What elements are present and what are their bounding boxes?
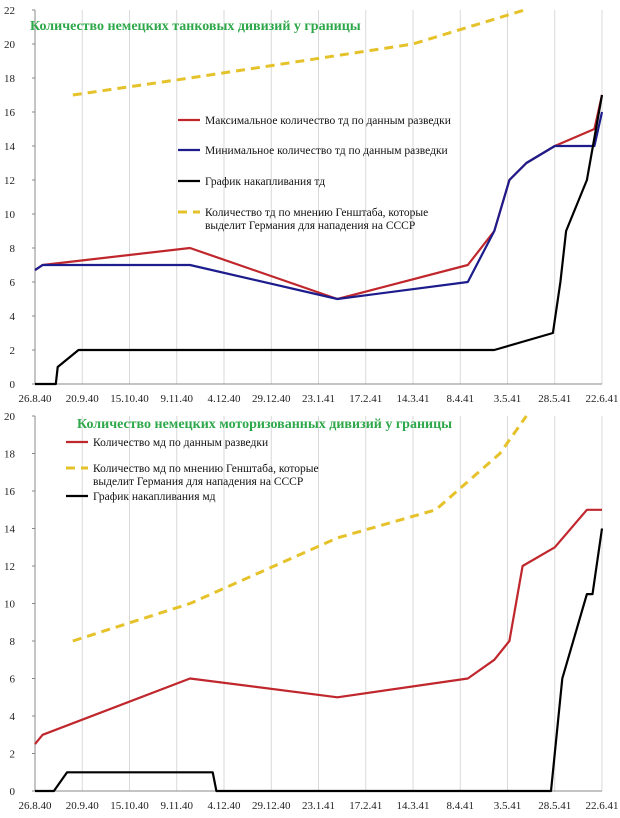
x-tick-label: 22.6.41 xyxy=(586,393,619,405)
x-tick-label: 8.4.41 xyxy=(447,393,475,405)
y-tick-label: 0 xyxy=(10,379,16,391)
x-tick-label: 26.8.40 xyxy=(19,800,53,812)
y-tick-label: 16 xyxy=(4,486,16,498)
y-tick-label: 22 xyxy=(4,5,15,17)
x-tick-label: 9.11.40 xyxy=(160,800,193,812)
legend-label: Количество тд по мнению Генштаба, которы… xyxy=(205,207,428,232)
x-tick-label: 14.3.41 xyxy=(397,393,430,405)
x-tick-label: 28.5.41 xyxy=(538,393,571,405)
y-tick-label: 10 xyxy=(4,599,16,611)
y-tick-label: 12 xyxy=(4,561,15,573)
x-tick-label: 22.6.41 xyxy=(586,800,619,812)
y-tick-label: 4 xyxy=(10,311,16,323)
y-tick-label: 16 xyxy=(4,107,16,119)
legend-label: Минимальное количество тд по данным разв… xyxy=(205,145,448,157)
x-tick-label: 29.12.40 xyxy=(252,800,291,812)
series-line-1 xyxy=(34,508,602,745)
y-tick-label: 4 xyxy=(10,711,16,723)
x-tick-label: 15.10.40 xyxy=(110,393,149,405)
y-tick-label: 2 xyxy=(10,345,16,357)
chart-1: 26.8.40 20.9.40 15.10.40 9.11.40 4.12.40 29.1… xyxy=(4,5,619,405)
chart-title: Количество немецких танковых дивизий у г… xyxy=(30,19,361,34)
x-tick-label: 26.8.40 xyxy=(19,393,53,405)
y-tick-label: 8 xyxy=(10,243,16,255)
y-tick-label: 10 xyxy=(4,209,16,221)
series-line-2 xyxy=(72,415,528,643)
y-tick-label: 20 xyxy=(4,411,16,423)
x-tick-label: 9.11.40 xyxy=(160,393,193,405)
x-tick-label: 17.2.41 xyxy=(349,800,382,812)
y-tick-label: 14 xyxy=(4,141,16,153)
x-tick-label: 20.9.40 xyxy=(66,800,100,812)
legend-label: График накапливания мд xyxy=(93,491,216,503)
legend-label: Количество мд по данным разведки xyxy=(93,437,268,449)
legend-label: График накапливания тд xyxy=(205,176,325,188)
y-tick-label: 0 xyxy=(10,786,16,798)
y-tick-label: 2 xyxy=(10,749,16,761)
x-tick-label: 4.12.40 xyxy=(208,393,242,405)
x-tick-label: 23.1.41 xyxy=(302,393,335,405)
y-tick-label: 6 xyxy=(10,277,16,289)
y-tick-label: 18 xyxy=(4,73,16,85)
x-tick-label: 23.1.41 xyxy=(302,800,335,812)
x-tick-label: 3.5.41 xyxy=(494,800,522,812)
x-tick-label: 20.9.40 xyxy=(66,393,100,405)
series-line-3 xyxy=(35,528,604,793)
x-tick-label: 29.12.40 xyxy=(252,393,291,405)
x-tick-label: 3.5.41 xyxy=(494,393,522,405)
x-tick-label: 8.4.41 xyxy=(447,800,475,812)
y-tick-label: 18 xyxy=(4,449,16,461)
chart-title: Количество немецких моторизованных дивиз… xyxy=(77,417,452,432)
series-line-3 xyxy=(35,94,604,386)
y-tick-label: 6 xyxy=(10,674,16,686)
y-tick-label: 14 xyxy=(4,524,16,536)
x-tick-label: 14.3.41 xyxy=(397,800,430,812)
series-line-4 xyxy=(72,8,525,97)
x-tick-label: 4.12.40 xyxy=(208,800,242,812)
series-line-2 xyxy=(34,111,604,301)
x-tick-label: 15.10.40 xyxy=(110,800,149,812)
y-tick-label: 20 xyxy=(4,39,16,51)
y-tick-label: 12 xyxy=(4,175,15,187)
x-tick-label: 17.2.41 xyxy=(349,393,382,405)
legend-label: Максимальное количество тд по данным раз… xyxy=(205,115,451,127)
y-tick-label: 8 xyxy=(10,636,16,648)
legend-label: Количество мд по мнению Генштаба, которы… xyxy=(93,463,319,488)
chart-2: 26.8.40 20.9.40 15.10.40 9.11.40 4.12.40 29.1… xyxy=(4,411,619,812)
x-tick-label: 28.5.41 xyxy=(538,800,571,812)
